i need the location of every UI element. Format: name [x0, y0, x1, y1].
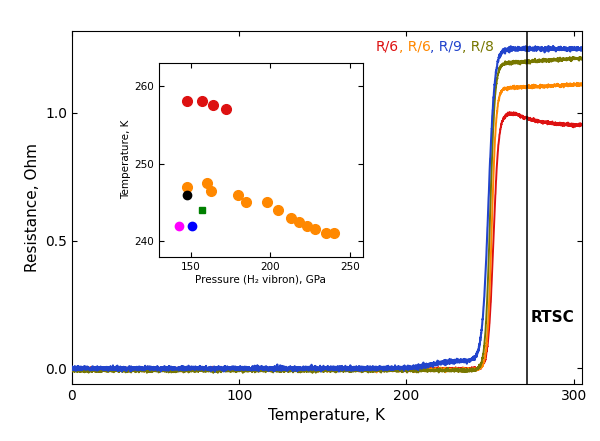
X-axis label: Temperature, K: Temperature, K	[269, 408, 386, 423]
Text: , R/9: , R/9	[430, 40, 463, 54]
Text: , R/6: , R/6	[398, 40, 430, 54]
Y-axis label: Resistance, Ohm: Resistance, Ohm	[25, 143, 40, 272]
Text: R/6: R/6	[376, 40, 398, 54]
Text: RTSC: RTSC	[530, 310, 574, 325]
Text: , R/8: , R/8	[463, 40, 494, 54]
